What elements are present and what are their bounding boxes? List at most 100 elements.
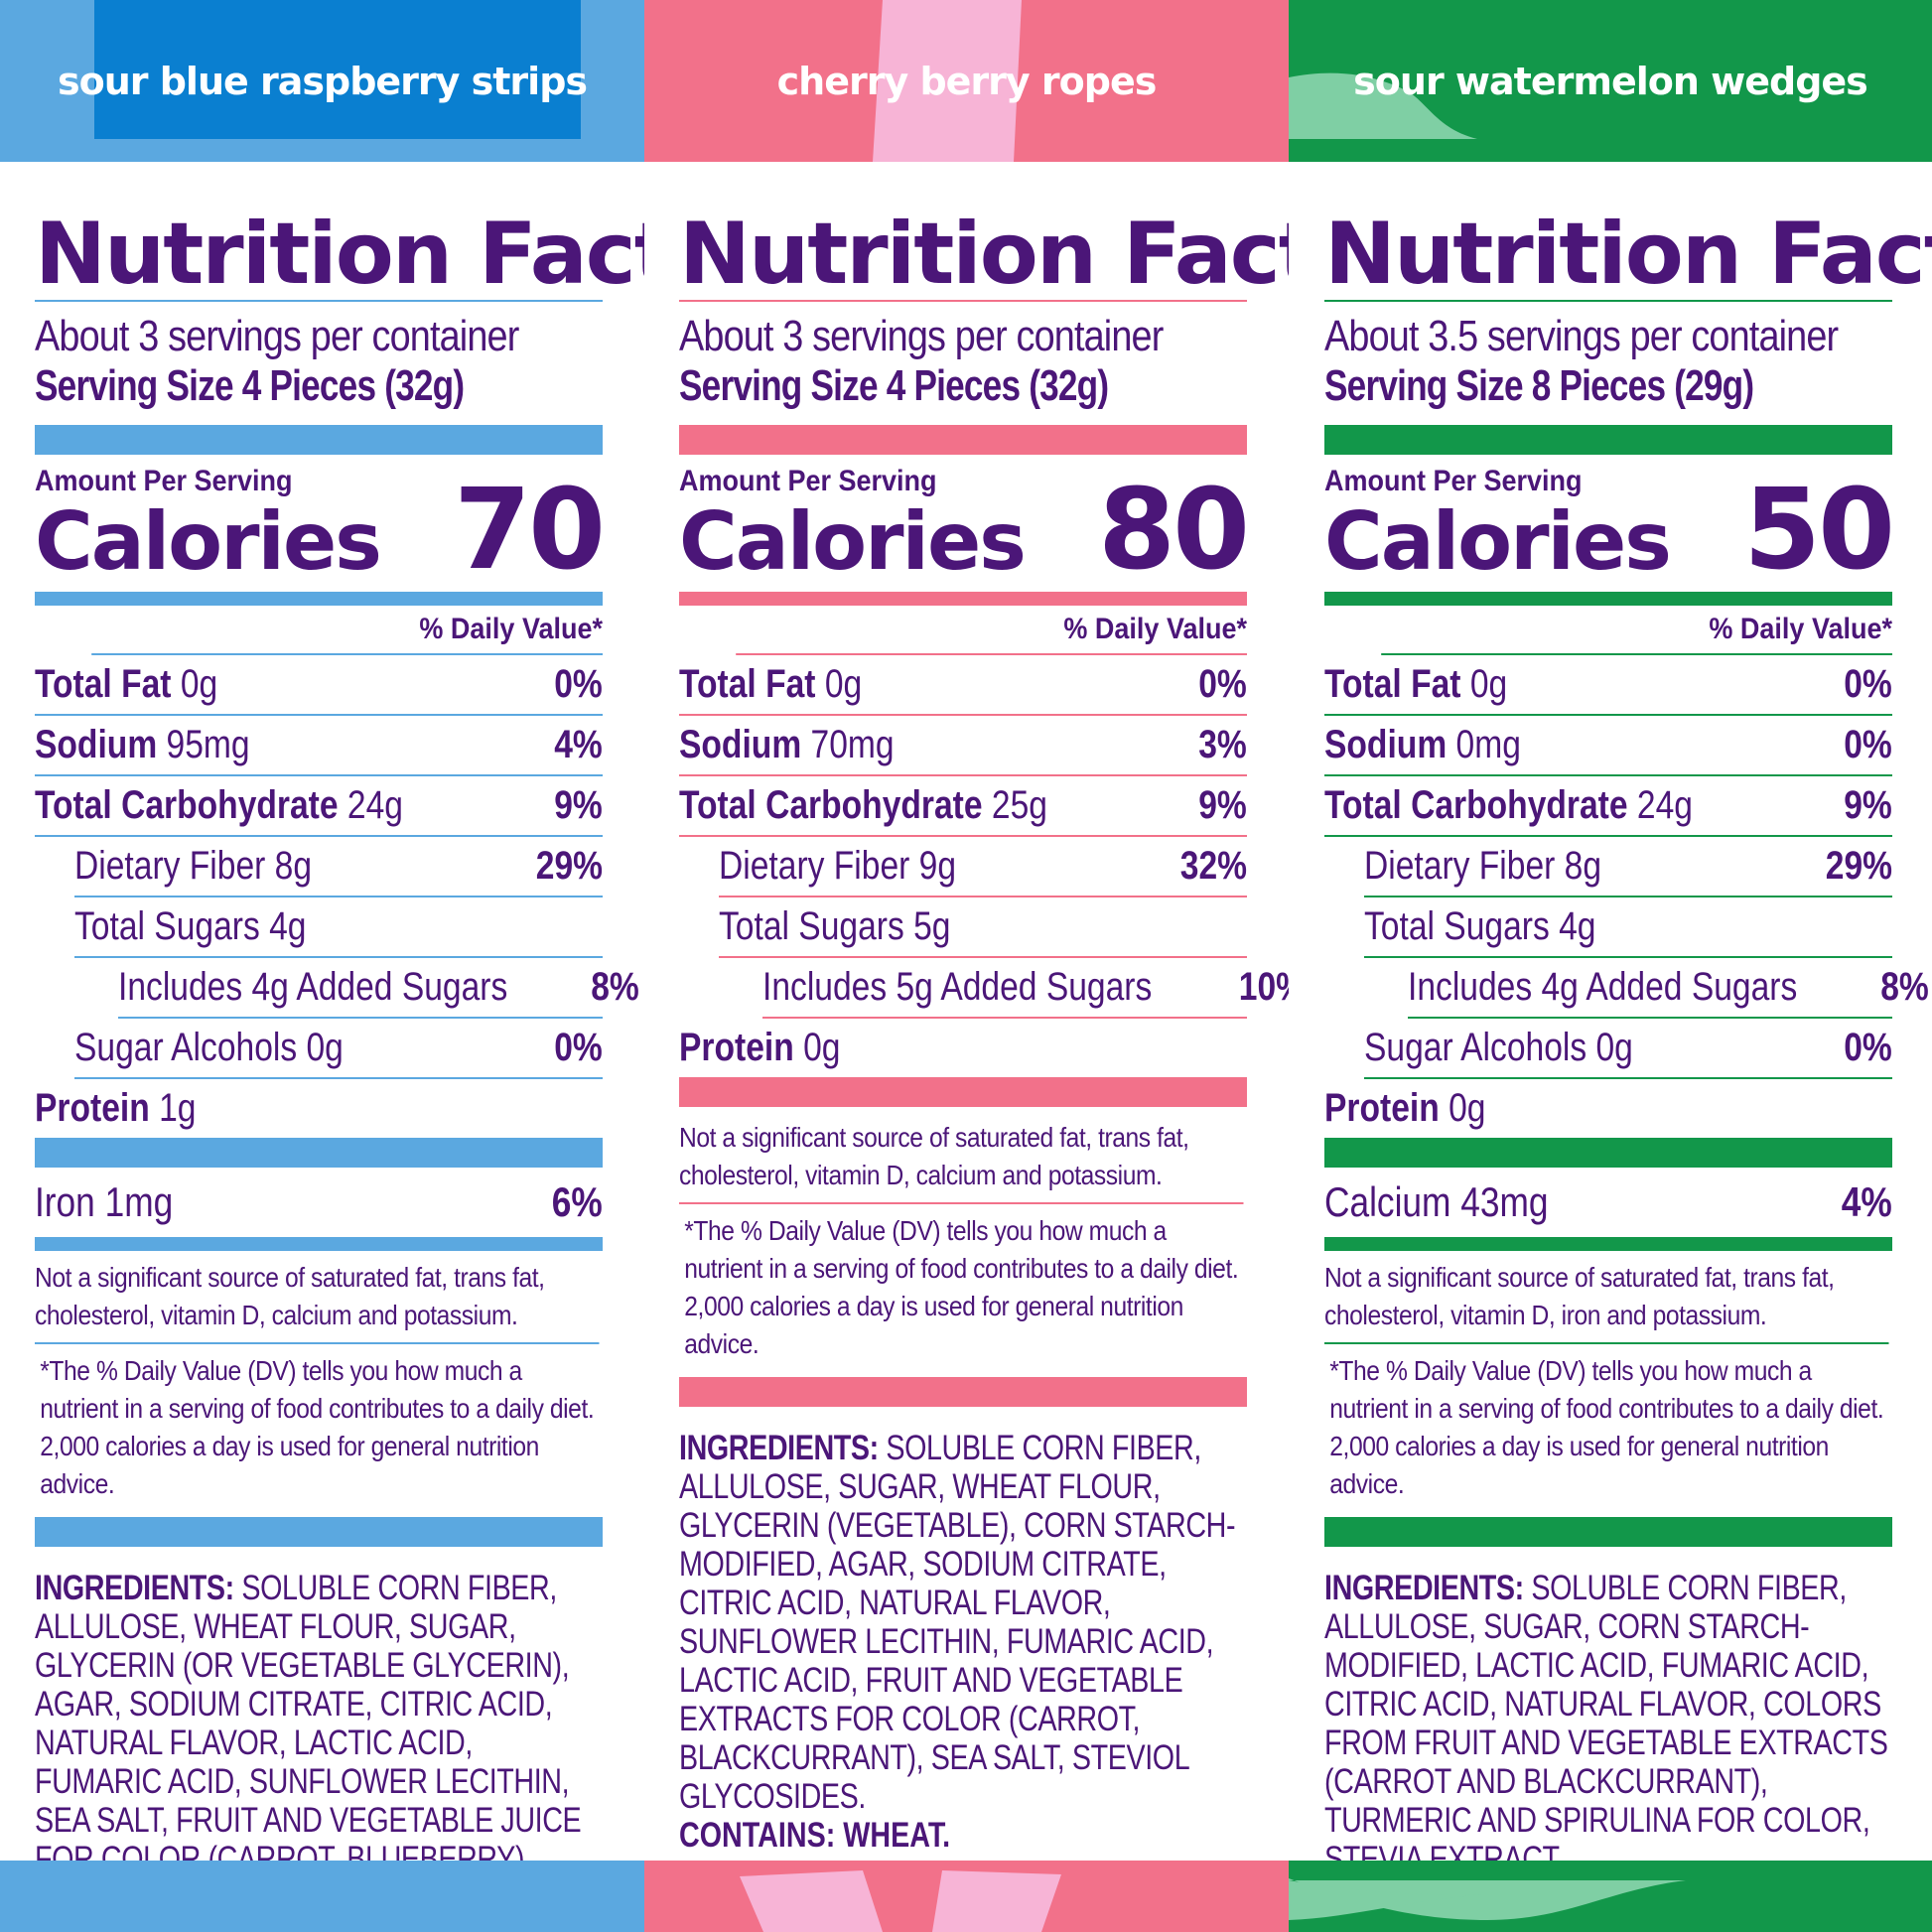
nutrient-label: Sodium 0mg xyxy=(1324,723,1521,767)
nutrient-label: Sodium 95mg xyxy=(35,723,250,767)
nutrient-label: Includes 4g Added Sugars xyxy=(118,965,507,1010)
footer-shape xyxy=(740,1870,1061,1932)
thick-divider xyxy=(679,1377,1247,1407)
flavor-name: cherry berry ropes xyxy=(776,60,1158,103)
nutrient-label: Dietary Fiber 9g xyxy=(719,844,956,889)
thick-divider xyxy=(35,1138,603,1168)
nutrient-daily-value: 3% xyxy=(1198,723,1247,766)
nutrient-row: Dietary Fiber 9g 32% xyxy=(719,837,1247,897)
header-shape xyxy=(1289,72,1477,139)
nutrient-daily-value: 0% xyxy=(1844,662,1892,706)
calories-row: Calories 50 xyxy=(1324,466,1895,595)
nutrient-daily-value: 9% xyxy=(554,783,603,827)
flavor-footer xyxy=(644,1861,1289,1932)
nutrient-amount: 0g xyxy=(803,1026,841,1069)
nutrient-daily-value: 4% xyxy=(554,723,603,766)
nutrient-rows: Total Fat 0g 0% Sodium 70mg 3% Total Carbohy… xyxy=(679,655,1289,1077)
nutrient-daily-value: 8% xyxy=(591,965,639,1009)
nutrient-name: Total Fat xyxy=(1324,662,1461,706)
nutrient-row: Dietary Fiber 8g 29% xyxy=(74,837,603,897)
servings-per-container: About 3 servings per container xyxy=(35,312,519,360)
nutrient-row: Sodium 0mg 0% xyxy=(1324,716,1892,776)
nutrient-name: Protein xyxy=(679,1026,794,1069)
nutrient-row: Protein 1g xyxy=(35,1079,603,1138)
nutrient-label: Total Sugars 4g xyxy=(74,904,306,949)
mineral-label: Iron 1mg xyxy=(35,1178,174,1225)
nutrient-label: Total Fat 0g xyxy=(35,662,217,707)
flavor-header: cherry berry ropes xyxy=(644,0,1289,162)
nutrient-daily-value: 0% xyxy=(1198,662,1247,706)
nutrient-name: Dietary Fiber 9g xyxy=(719,844,957,888)
thick-divider xyxy=(35,1517,603,1547)
ingredients: INGREDIENTS: SOLUBLE CORN FIBER, ALLULOS… xyxy=(679,1429,1247,1816)
mineral-row: Iron 1mg 6% xyxy=(35,1168,603,1237)
daily-value-header: % Daily Value* xyxy=(1381,606,1892,655)
thick-divider xyxy=(679,1077,1247,1107)
nutrient-name: Protein xyxy=(1324,1086,1440,1130)
calories-row: Calories 70 xyxy=(35,475,606,586)
calories-label: Calories xyxy=(679,495,1027,588)
nutrient-label: Dietary Fiber 8g xyxy=(74,844,312,889)
flavor-header: sour watermelon wedges xyxy=(1289,0,1932,162)
nutrient-row: Total Sugars 4g xyxy=(1364,897,1892,958)
medium-divider xyxy=(1324,1237,1892,1251)
serving-size: Serving Size 4 Pieces (32g) xyxy=(679,361,1109,410)
nutrient-label: Total Carbohydrate 25g xyxy=(679,783,1047,828)
nutrient-daily-value: 10% xyxy=(1238,965,1289,1009)
nutrient-name: Includes 4g Added Sugars xyxy=(118,965,508,1009)
nutrient-name: Total Fat xyxy=(35,662,172,706)
ingredients-text: SOLUBLE CORN FIBER, ALLULOSE, SUGAR, WHE… xyxy=(679,1429,1236,1816)
nutrient-row: Total Fat 0g 0% xyxy=(679,655,1247,716)
mineral-dv: 6% xyxy=(552,1178,603,1225)
nutrient-amount: 25g xyxy=(991,783,1047,827)
nutrient-amount: 0g xyxy=(1449,1086,1486,1130)
header-shape xyxy=(873,0,1022,162)
medium-divider xyxy=(679,592,1247,606)
serving-size: Serving Size 4 Pieces (32g) xyxy=(35,361,465,410)
flavor-footer xyxy=(1289,1861,1932,1932)
nutrient-name: Sodium xyxy=(679,723,802,766)
nutrient-rows: Total Fat 0g 0% Sodium 95mg 4% Total Carbohy… xyxy=(35,655,639,1138)
nutrient-name: Sugar Alcohols 0g xyxy=(1364,1026,1633,1069)
nutrient-label: Total Fat 0g xyxy=(1324,662,1507,707)
nutrient-label: Total Sugars 4g xyxy=(1364,904,1595,949)
nutrient-name: Total Fat xyxy=(679,662,816,706)
nutrient-label: Total Sugars 5g xyxy=(719,904,950,949)
nutrient-label: Protein 0g xyxy=(679,1026,840,1070)
mineral-dv: 4% xyxy=(1842,1178,1892,1225)
allergen-statement: CONTAINS: WHEAT. xyxy=(679,1816,951,1855)
nutrient-name: Protein xyxy=(35,1086,150,1130)
nutrient-label: Includes 5g Added Sugars xyxy=(762,965,1152,1010)
ingredients-label: INGREDIENTS: xyxy=(1324,1569,1524,1607)
nutrient-name: Total Sugars 5g xyxy=(719,904,951,948)
nutrient-row: Total Fat 0g 0% xyxy=(35,655,603,716)
nutrient-label: Includes 4g Added Sugars xyxy=(1408,965,1797,1010)
nutrient-rows: Total Fat 0g 0% Sodium 0mg 0% Total Carbohyd… xyxy=(1324,655,1929,1138)
nutrient-row: Protein 0g xyxy=(1324,1079,1892,1138)
nutrient-daily-value: 29% xyxy=(1825,844,1892,888)
nutrient-amount: 0g xyxy=(1469,662,1508,706)
nutrient-amount: 1g xyxy=(159,1086,197,1130)
nutrient-label: Protein 0g xyxy=(1324,1086,1485,1131)
nutrient-amount: 70mg xyxy=(810,723,895,766)
nutrient-row: Includes 4g Added Sugars 8% xyxy=(118,958,639,1019)
servings-per-container: About 3 servings per container xyxy=(679,312,1164,360)
nutrient-daily-value: 32% xyxy=(1179,844,1247,888)
nutrient-name: Total Carbohydrate xyxy=(1324,783,1628,827)
daily-value-footnote: *The % Daily Value (DV) tells you how mu… xyxy=(684,1215,1239,1359)
nutrition-facts-title: Nutrition Facts xyxy=(1324,205,1932,304)
nutrient-row: Sodium 95mg 4% xyxy=(35,716,603,776)
calories-label: Calories xyxy=(1324,495,1672,588)
nutrient-row: Total Carbohydrate 25g 9% xyxy=(679,776,1247,837)
nutrition-facts-panel: Nutrition Facts About 3 servings per con… xyxy=(35,208,644,1917)
nutrient-label: Total Carbohydrate 24g xyxy=(35,783,403,828)
nutrient-row: Total Sugars 4g xyxy=(74,897,603,958)
nutrient-amount: 24g xyxy=(1636,783,1693,827)
nutrient-label: Sodium 70mg xyxy=(679,723,895,767)
calories-value: 50 xyxy=(1743,466,1895,595)
calories-row: Calories 80 xyxy=(679,475,1250,588)
nutrient-daily-value: 0% xyxy=(1844,723,1892,766)
nutrient-daily-value: 0% xyxy=(554,662,603,706)
nutrient-amount: 0g xyxy=(180,662,218,706)
